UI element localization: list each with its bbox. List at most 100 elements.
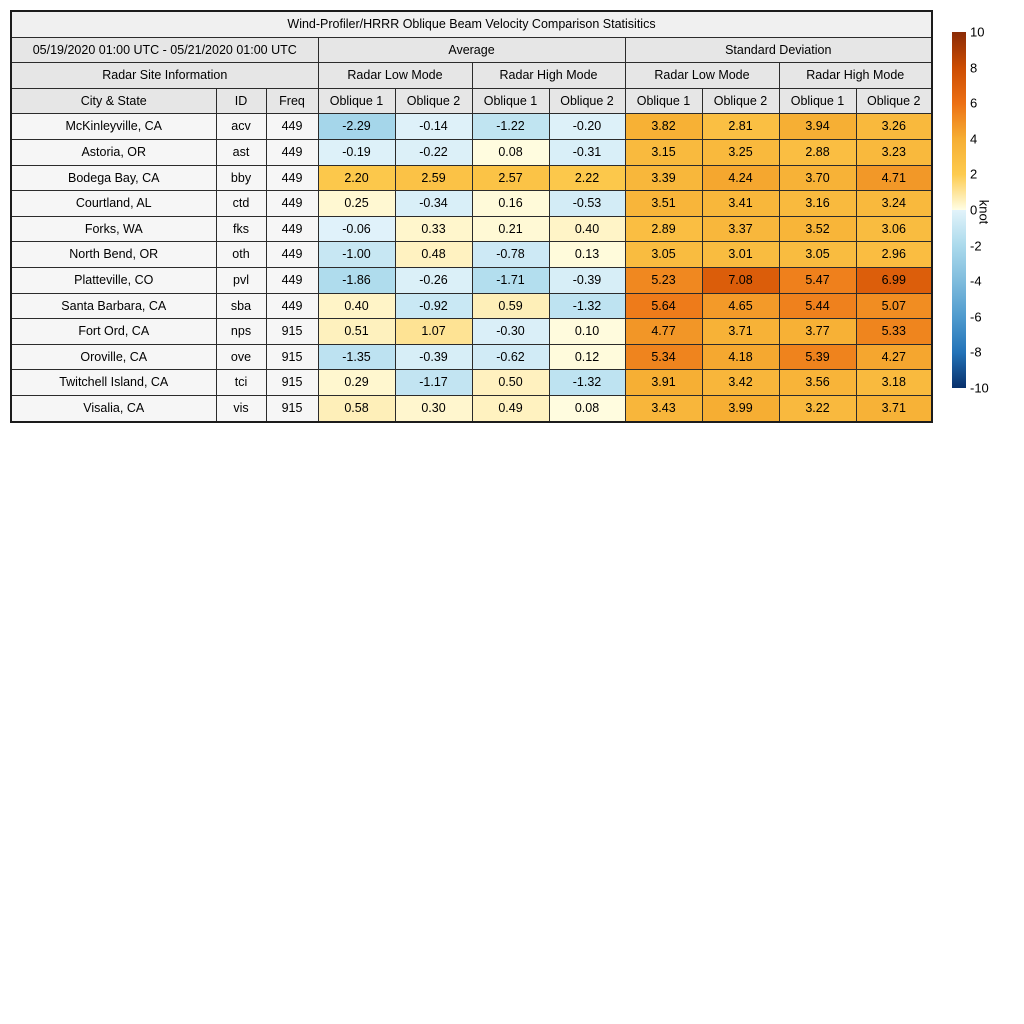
avg-high-mode-header: Radar High Mode (472, 63, 625, 89)
value-cell: 2.59 (395, 165, 472, 191)
value-cell: -0.14 (395, 114, 472, 140)
freq-cell: 449 (266, 114, 318, 140)
value-cell: 2.57 (472, 165, 549, 191)
freq-cell: 449 (266, 165, 318, 191)
value-cell: 5.33 (856, 319, 932, 345)
value-cell: 2.22 (549, 165, 625, 191)
value-cell: -0.34 (395, 191, 472, 217)
value-cell: 3.71 (702, 319, 779, 345)
value-cell: 0.13 (549, 242, 625, 268)
value-cell: -1.86 (318, 267, 395, 293)
value-cell: 6.99 (856, 267, 932, 293)
value-cell: 4.18 (702, 344, 779, 370)
oblique-header: Oblique 1 (472, 88, 549, 114)
mode-header-row: Radar Site Information Radar Low Mode Ra… (11, 63, 932, 89)
value-cell: 5.39 (779, 344, 856, 370)
value-cell: 3.39 (625, 165, 702, 191)
value-cell: 5.47 (779, 267, 856, 293)
city-cell: Astoria, OR (11, 139, 216, 165)
stddev-header: Standard Deviation (625, 37, 932, 63)
value-cell: 4.77 (625, 319, 702, 345)
city-cell: Courtland, AL (11, 191, 216, 217)
value-cell: 0.30 (395, 395, 472, 421)
table-row: Bodega Bay, CAbby4492.202.592.572.223.39… (11, 165, 932, 191)
colorbar-tick-label: 2 (970, 167, 977, 182)
value-cell: -0.39 (549, 267, 625, 293)
city-cell: Visalia, CA (11, 395, 216, 421)
city-cell: McKinleyville, CA (11, 114, 216, 140)
value-cell: 3.15 (625, 139, 702, 165)
freq-header: Freq (266, 88, 318, 114)
std-low-mode-header: Radar Low Mode (625, 63, 779, 89)
colorbar-tick-label: -10 (970, 381, 989, 396)
value-cell: 3.99 (702, 395, 779, 421)
table-row: Platteville, COpvl449-1.86-0.26-1.71-0.3… (11, 267, 932, 293)
id-cell: vis (216, 395, 266, 421)
value-cell: 4.24 (702, 165, 779, 191)
value-cell: 3.05 (779, 242, 856, 268)
id-cell: pvl (216, 267, 266, 293)
colorbar-tick-label: -2 (970, 238, 982, 253)
value-cell: -2.29 (318, 114, 395, 140)
group-header-row: 05/19/2020 01:00 UTC - 05/21/2020 01:00 … (11, 37, 932, 63)
value-cell: 0.49 (472, 395, 549, 421)
value-cell: 3.18 (856, 370, 932, 396)
value-cell: 4.27 (856, 344, 932, 370)
id-cell: ast (216, 139, 266, 165)
value-cell: 5.64 (625, 293, 702, 319)
freq-cell: 449 (266, 242, 318, 268)
value-cell: 4.71 (856, 165, 932, 191)
wind-profiler-figure: Wind-Profiler/HRRR Oblique Beam Velocity… (0, 0, 1024, 1024)
value-cell: 3.26 (856, 114, 932, 140)
table-row: Santa Barbara, CAsba4490.40-0.920.59-1.3… (11, 293, 932, 319)
id-cell: bby (216, 165, 266, 191)
value-cell: 5.34 (625, 344, 702, 370)
oblique-header: Oblique 2 (702, 88, 779, 114)
value-cell: -0.22 (395, 139, 472, 165)
value-cell: 0.16 (472, 191, 549, 217)
oblique-header: Oblique 2 (549, 88, 625, 114)
value-cell: 0.21 (472, 216, 549, 242)
freq-cell: 449 (266, 139, 318, 165)
value-cell: -1.32 (549, 293, 625, 319)
value-cell: 3.94 (779, 114, 856, 140)
value-cell: 0.40 (318, 293, 395, 319)
value-cell: -0.62 (472, 344, 549, 370)
value-cell: -1.71 (472, 267, 549, 293)
table-row: North Bend, ORoth449-1.000.48-0.780.133.… (11, 242, 932, 268)
city-cell: Fort Ord, CA (11, 319, 216, 345)
value-cell: -0.06 (318, 216, 395, 242)
colorbar-tick-label: -4 (970, 274, 982, 289)
value-cell: -1.22 (472, 114, 549, 140)
value-cell: -0.92 (395, 293, 472, 319)
city-cell: Twitchell Island, CA (11, 370, 216, 396)
freq-cell: 449 (266, 293, 318, 319)
value-cell: 4.65 (702, 293, 779, 319)
city-cell: Forks, WA (11, 216, 216, 242)
avg-low-mode-header: Radar Low Mode (318, 63, 472, 89)
id-cell: acv (216, 114, 266, 140)
value-cell: 0.25 (318, 191, 395, 217)
id-cell: tci (216, 370, 266, 396)
site-info-header: Radar Site Information (11, 63, 318, 89)
value-cell: 0.33 (395, 216, 472, 242)
oblique-header: Oblique 1 (318, 88, 395, 114)
colorbar-unit-label: knot (977, 200, 992, 225)
colorbar-tick-label: -8 (970, 345, 982, 360)
stats-table: Wind-Profiler/HRRR Oblique Beam Velocity… (10, 10, 933, 423)
freq-cell: 915 (266, 344, 318, 370)
id-cell: sba (216, 293, 266, 319)
table-row: Forks, WAfks449-0.060.330.210.402.893.37… (11, 216, 932, 242)
value-cell: 2.81 (702, 114, 779, 140)
value-cell: 3.41 (702, 191, 779, 217)
table-row: Courtland, ALctd4490.25-0.340.16-0.533.5… (11, 191, 932, 217)
table-row: Visalia, CAvis9150.580.300.490.083.433.9… (11, 395, 932, 421)
table-row: Fort Ord, CAnps9150.511.07-0.300.104.773… (11, 319, 932, 345)
value-cell: 3.22 (779, 395, 856, 421)
value-cell: 3.23 (856, 139, 932, 165)
value-cell: 2.20 (318, 165, 395, 191)
value-cell: 0.40 (549, 216, 625, 242)
value-cell: 3.42 (702, 370, 779, 396)
value-cell: 3.91 (625, 370, 702, 396)
value-cell: 3.70 (779, 165, 856, 191)
